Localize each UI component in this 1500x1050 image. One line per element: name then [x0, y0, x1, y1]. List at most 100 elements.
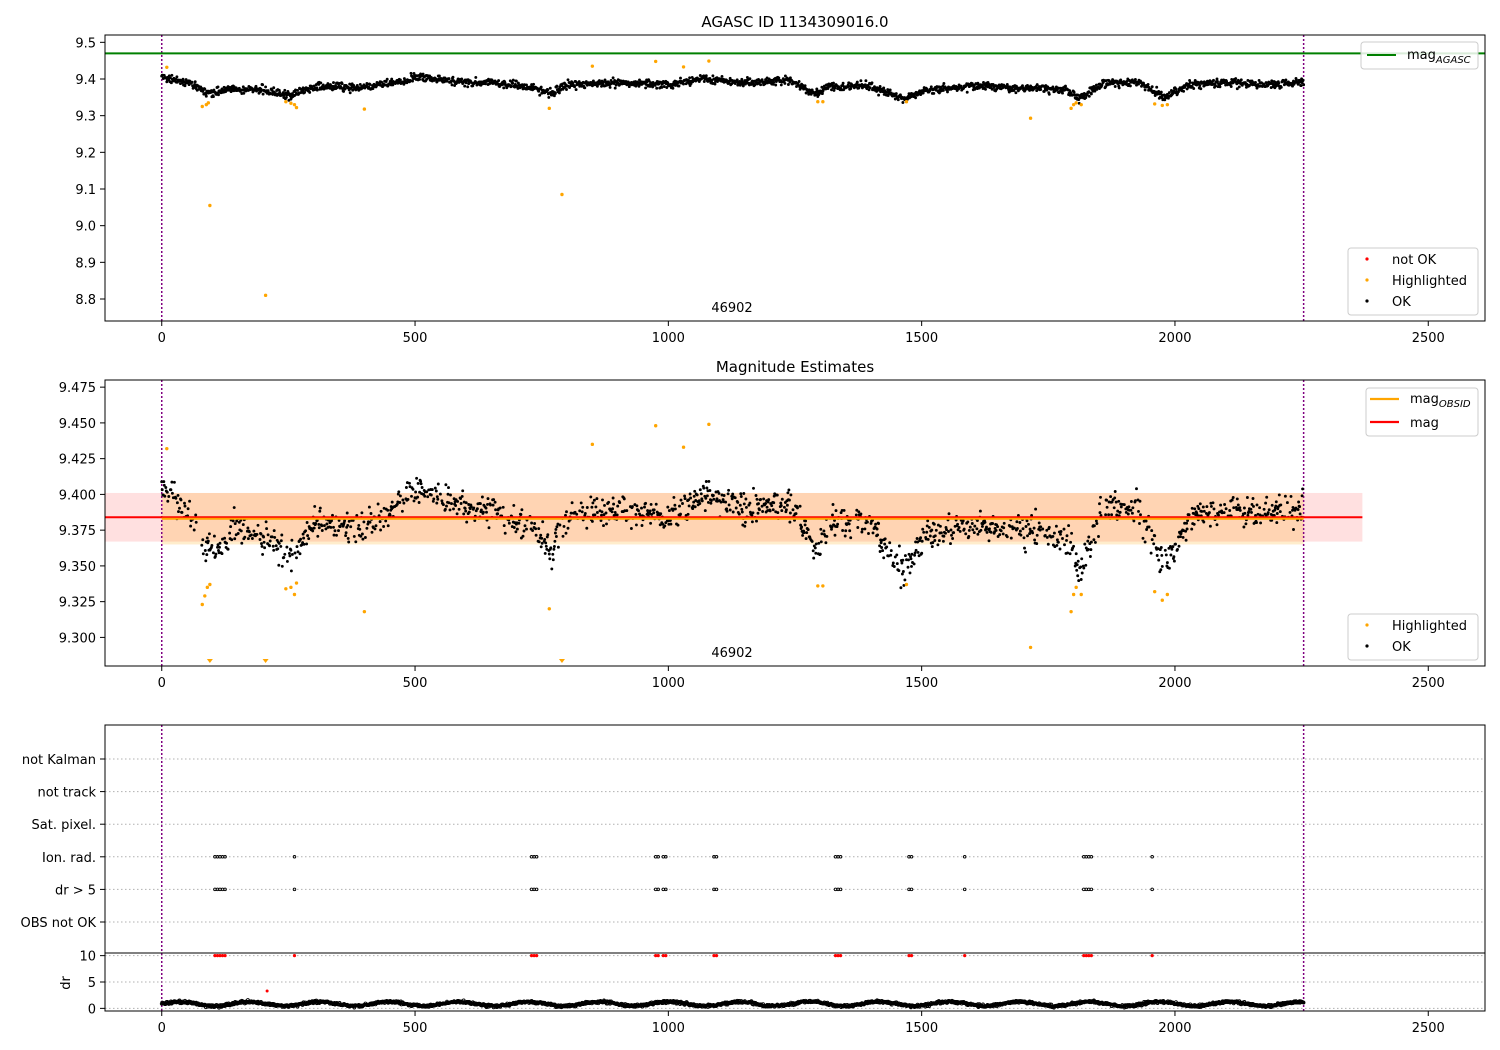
magnitude-ok-point	[688, 492, 692, 496]
magnitude-ok-point	[1099, 495, 1102, 499]
agasc-xtick-label-5: 2500	[1412, 331, 1445, 346]
agasc-panel: AGASC ID 1134309016.0 46902 8.88.99.09.1…	[75, 13, 1486, 346]
magnitude-ok-point	[739, 495, 743, 498]
magnitude-ok-point	[398, 501, 402, 504]
magnitude-xtick-label-4: 2000	[1158, 676, 1191, 691]
agasc-ok-point	[348, 91, 352, 95]
magnitude-ok-point	[370, 530, 374, 534]
agasc-highlighted-point	[263, 293, 268, 298]
magnitude-ok-point	[1264, 501, 1268, 505]
flag-row-point	[1150, 855, 1154, 859]
agasc-ok-point	[574, 88, 578, 92]
agasc-ok-point	[1234, 77, 1238, 81]
magnitude-ok-point	[216, 545, 219, 549]
agasc-xtick-label-0: 0	[158, 331, 166, 346]
magnitude-ok-point	[1270, 503, 1274, 507]
magnitude-ok-point	[580, 510, 584, 514]
magnitude-ok-point	[250, 537, 254, 540]
magnitude-ok-point	[750, 520, 754, 524]
magnitude-ok-point	[534, 527, 538, 531]
magnitude-ok-point	[836, 522, 840, 526]
magnitude-ok-point	[233, 537, 237, 541]
magnitude-ok-point	[1273, 508, 1277, 512]
magnitude-ok-point	[634, 512, 638, 516]
magnitude-ok-point	[214, 552, 218, 556]
magnitude-ok-point	[1037, 521, 1041, 525]
magnitude-ok-point	[569, 511, 573, 515]
magnitude-ok-point	[299, 537, 303, 541]
magnitude-ok-point	[287, 551, 291, 555]
agasc-ok-point	[1094, 83, 1098, 87]
magnitude-ok-point	[496, 512, 500, 516]
magnitude-ok-point	[1033, 538, 1037, 542]
agasc-ok-point	[1177, 90, 1180, 94]
magnitude-ok-point	[892, 565, 896, 568]
magnitude-ok-point	[703, 509, 707, 513]
magnitude-ok-point	[912, 562, 916, 566]
agasc-ok-point	[371, 87, 375, 90]
agasc-ok-point	[772, 80, 776, 84]
magnitude-ok-point	[900, 572, 904, 576]
magnitude-below-range-marker	[206, 659, 213, 663]
agasc-ok-point	[1012, 89, 1016, 92]
magnitude-ok-point	[581, 505, 585, 509]
magnitude-ok-point	[646, 509, 650, 513]
magnitude-ok-point	[768, 509, 772, 513]
magnitude-ok-point	[590, 519, 594, 523]
magnitude-ok-point	[806, 528, 810, 532]
magnitude-ok-point	[1243, 511, 1247, 515]
magnitude-ok-point	[1113, 496, 1117, 500]
magnitude-ok-point	[226, 547, 230, 551]
magnitude-ok-point	[543, 551, 547, 555]
agasc-ok-point	[941, 88, 945, 92]
magnitude-ytick-label-4: 9.400	[59, 488, 96, 503]
agasc-ok-point	[602, 80, 605, 84]
magnitude-ok-point	[999, 529, 1003, 533]
magnitude-ok-point	[1186, 519, 1190, 522]
agasc-ytick-label-2: 9.0	[75, 220, 96, 235]
magnitude-ok-point	[1298, 512, 1302, 516]
magnitude-ok-point	[217, 551, 221, 555]
magnitude-ok-point	[335, 533, 338, 537]
magnitude-ok-point	[1249, 507, 1253, 511]
magnitude-xtick-label-0: 0	[158, 676, 166, 691]
agasc-ok-point	[1150, 85, 1154, 89]
magnitude-ok-point	[765, 505, 769, 509]
magnitude-ok-point	[740, 510, 744, 514]
magnitude-ok-point	[231, 519, 235, 523]
agasc-ok-point	[484, 82, 487, 86]
magnitude-ok-point	[531, 529, 535, 532]
magnitude-ok-point	[956, 528, 960, 532]
magnitude-ok-point	[1080, 557, 1084, 561]
magnitude-ok-point	[757, 502, 760, 506]
agasc-ok-point	[688, 76, 692, 80]
magnitude-ok-point	[725, 507, 729, 511]
agasc-ok-point	[1254, 81, 1257, 84]
agasc-ok-point	[277, 88, 281, 92]
magnitude-ok-point	[1255, 521, 1258, 525]
magnitude-ok-point	[613, 510, 617, 514]
agasc-ok-point	[607, 80, 611, 84]
agasc-ok-point	[315, 86, 319, 90]
magnitude-ok-point	[1098, 511, 1102, 515]
magnitude-ok-point	[160, 480, 164, 484]
agasc-ytick-label-3: 9.1	[75, 183, 96, 198]
magnitude-ok-point	[1208, 524, 1212, 528]
magnitude-ok-point	[804, 519, 808, 523]
magnitude-ok-point	[1022, 536, 1026, 540]
agasc-ok-point	[901, 101, 905, 104]
agasc-ok-point	[882, 86, 886, 90]
magnitude-ok-point	[491, 503, 495, 507]
agasc-ok-point	[671, 86, 675, 90]
magnitude-ok-point	[367, 505, 371, 509]
magnitude-ok-point	[1150, 529, 1154, 533]
magnitude-ok-point	[863, 527, 867, 531]
magnitude-ok-point	[903, 554, 907, 558]
agasc-ok-point	[539, 85, 543, 89]
magnitude-ok-point	[707, 479, 711, 483]
magnitude-highlighted-point	[547, 607, 551, 611]
agasc-ok-point	[573, 85, 577, 89]
magnitude-ok-point	[814, 542, 818, 546]
magnitude-ok-point	[683, 497, 687, 501]
